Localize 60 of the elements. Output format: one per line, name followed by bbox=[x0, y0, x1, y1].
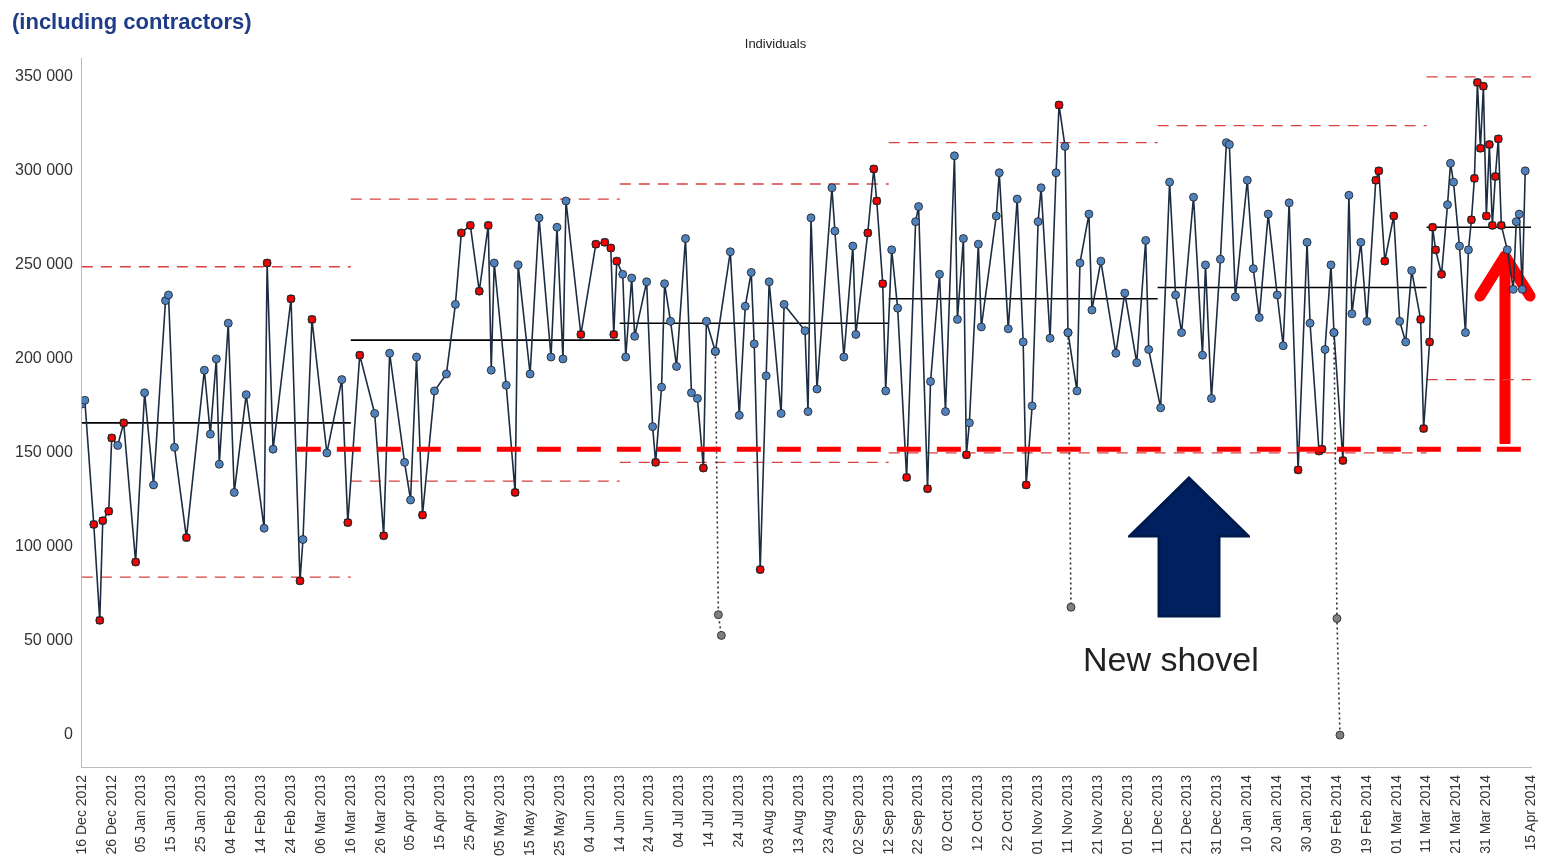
chart-title: (including contractors) bbox=[12, 9, 252, 35]
x-tick-label: 03 Aug 2013 bbox=[760, 774, 777, 854]
x-tick-label: 09 Feb 2014 bbox=[1327, 774, 1344, 854]
x-tick-label: 05 May 2013 bbox=[491, 774, 508, 857]
x-tick-label: 11 Mar 2014 bbox=[1417, 774, 1434, 853]
x-tick-label: 01 Mar 2014 bbox=[1387, 774, 1404, 854]
x-tick-label: 19 Feb 2014 bbox=[1357, 774, 1374, 854]
x-tick-label: 13 Aug 2013 bbox=[789, 774, 806, 854]
x-tick-label: 04 Jun 2013 bbox=[580, 774, 597, 853]
x-tick-label: 25 Apr 2013 bbox=[461, 774, 478, 851]
annotation: New shovel bbox=[1083, 640, 1259, 679]
x-tick-label: 25 Jan 2013 bbox=[192, 774, 209, 853]
y-tick-label: 200 000 bbox=[14, 349, 73, 367]
x-tick-label: 20 Jan 2014 bbox=[1268, 774, 1285, 853]
x-tick-label: 23 Aug 2013 bbox=[819, 774, 836, 854]
x-tick-label: 01 Nov 2013 bbox=[1028, 774, 1045, 855]
x-tick-label: 11 Nov 2013 bbox=[1058, 774, 1075, 854]
x-tick-label: 15 May 2013 bbox=[520, 774, 537, 857]
x-tick-label: 14 Jul 2013 bbox=[700, 774, 717, 848]
x-tick-label: 26 Mar 2013 bbox=[371, 774, 388, 854]
x-tick-label: 05 Jan 2013 bbox=[132, 774, 149, 853]
x-tick-label: 30 Jan 2014 bbox=[1297, 774, 1314, 853]
y-tick-label: 350 000 bbox=[14, 67, 73, 85]
x-tick-label: 21 Mar 2014 bbox=[1447, 774, 1464, 854]
x-tick-label: 14 Feb 2013 bbox=[252, 774, 268, 854]
x-tick-label: 24 Jun 2013 bbox=[640, 774, 657, 853]
x-tick-label: 16 Mar 2013 bbox=[341, 774, 358, 854]
x-tick-label: 21 Dec 2013 bbox=[1178, 774, 1195, 855]
x-tick-label: 26 Dec 2012 bbox=[102, 774, 119, 855]
x-tick-label: 31 Dec 2013 bbox=[1208, 774, 1225, 855]
x-tick-label: 04 Feb 2013 bbox=[222, 774, 239, 854]
x-tick-label: 22 Oct 2013 bbox=[999, 774, 1016, 852]
x-tick-label: 02 Oct 2013 bbox=[939, 774, 956, 852]
x-tick-label: 02 Sep 2013 bbox=[849, 774, 866, 855]
x-tick-label: 06 Mar 2013 bbox=[311, 774, 328, 854]
x-tick-label: 31 Mar 2014 bbox=[1477, 774, 1494, 854]
x-tick-label: 01 Dec 2013 bbox=[1118, 774, 1135, 855]
x-tick-label: 10 Jan 2014 bbox=[1238, 774, 1255, 853]
x-tick-label: 04 Jul 2013 bbox=[670, 774, 687, 848]
y-tick-label: 300 000 bbox=[14, 161, 73, 179]
x-tick-label: 05 Apr 2013 bbox=[401, 774, 418, 851]
x-tick-label: 12 Oct 2013 bbox=[969, 774, 986, 852]
x-tick-label: 22 Sep 2013 bbox=[909, 774, 926, 855]
x-tick-label: 14 Jun 2013 bbox=[610, 774, 627, 853]
y-tick-label: 0 bbox=[63, 725, 73, 743]
x-tick-label: 15 Apr 2014 bbox=[1522, 774, 1539, 851]
y-tick-label: 150 000 bbox=[14, 443, 73, 461]
x-tick-label: 25 May 2013 bbox=[550, 774, 567, 857]
x-tick-label: 15 Apr 2013 bbox=[431, 774, 448, 851]
x-tick-label: 21 Nov 2013 bbox=[1088, 774, 1105, 855]
x-tick-label: 15 Jan 2013 bbox=[162, 774, 179, 853]
y-tick-label: 100 000 bbox=[14, 537, 73, 555]
x-tick-label: 11 Dec 2013 bbox=[1148, 774, 1165, 854]
x-tick-label: 16 Dec 2012 bbox=[72, 774, 89, 855]
y-tick-label: 250 000 bbox=[14, 255, 73, 273]
x-tick-label: 24 Jul 2013 bbox=[730, 774, 747, 848]
x-tick-label: 24 Feb 2013 bbox=[281, 774, 298, 854]
x-tick-label: 12 Sep 2013 bbox=[879, 774, 896, 855]
y-tick-label: 50 000 bbox=[23, 631, 73, 649]
chart-subtitle: Individuals bbox=[744, 35, 807, 51]
